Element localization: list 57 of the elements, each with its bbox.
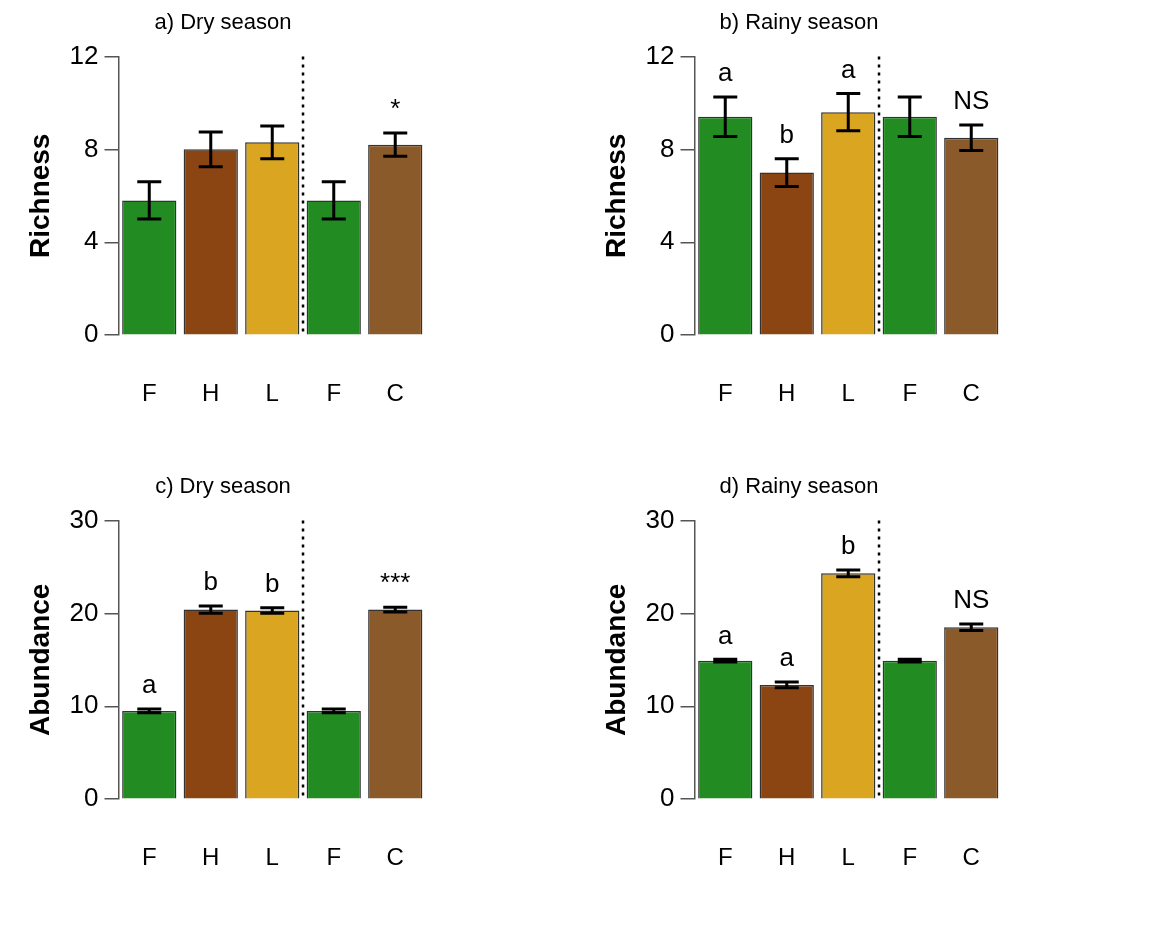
y-tick-label: 0 [84,318,99,349]
y-tick-label: 4 [84,225,99,256]
x-tick-label: F [902,843,918,871]
y-tick-label: 30 [69,503,99,534]
x-tick-label: C [386,379,404,407]
data-label: *** [380,567,411,598]
x-tick-label: C [386,843,404,871]
y-axis-title: Abundance [599,583,631,737]
y-tick-label: 8 [660,132,675,163]
y-tick-label: 20 [645,596,675,627]
y-tick-label: 4 [660,225,675,256]
x-tick-label: H [202,843,220,871]
data-label: NS [953,584,990,615]
y-tick-label: 0 [660,782,675,813]
y-tick-label: 10 [645,689,675,720]
y-tick-label: 0 [660,318,675,349]
y-axis-title: Richness [599,133,631,259]
data-label: * [390,93,401,124]
chart-title: d) Rainy season [719,473,879,499]
x-tick-label: F [141,843,157,871]
y-tick-label: 20 [69,596,99,627]
data-label: NS [953,85,990,116]
x-tick-label: F [717,379,733,407]
x-tick-label: L [841,379,855,407]
y-tick-label: 30 [645,503,675,534]
y-axis-title: Abundance [23,583,55,737]
data-label: a [841,53,857,84]
y-tick-label: 12 [69,39,99,70]
data-label: b [203,566,218,597]
data-label: a [779,642,795,673]
y-tick-label: 12 [645,39,675,70]
y-tick-label: 10 [69,689,99,720]
chart-title: a) Dry season [154,9,292,35]
data-label: b [779,118,794,149]
y-tick-label: 8 [84,132,99,163]
x-tick-label: C [962,379,980,407]
x-tick-label: L [841,843,855,871]
y-axis-title: Richness [23,133,55,259]
data-label: a [142,669,158,700]
x-tick-label: C [962,843,980,871]
x-tick-label: F [326,379,342,407]
x-tick-label: F [717,843,733,871]
data-label: b [841,530,856,561]
x-tick-label: H [778,379,796,407]
chart-title: b) Rainy season [719,9,879,35]
x-tick-label: F [326,843,342,871]
x-tick-label: F [141,379,157,407]
x-tick-label: H [778,843,796,871]
x-tick-label: L [265,843,279,871]
data-label: b [265,567,280,598]
data-label: a [718,619,734,650]
data-label: a [718,57,734,88]
x-tick-label: H [202,379,220,407]
x-tick-label: L [265,379,279,407]
x-tick-label: F [902,379,918,407]
y-tick-label: 0 [84,782,99,813]
chart-title: c) Dry season [155,473,291,499]
